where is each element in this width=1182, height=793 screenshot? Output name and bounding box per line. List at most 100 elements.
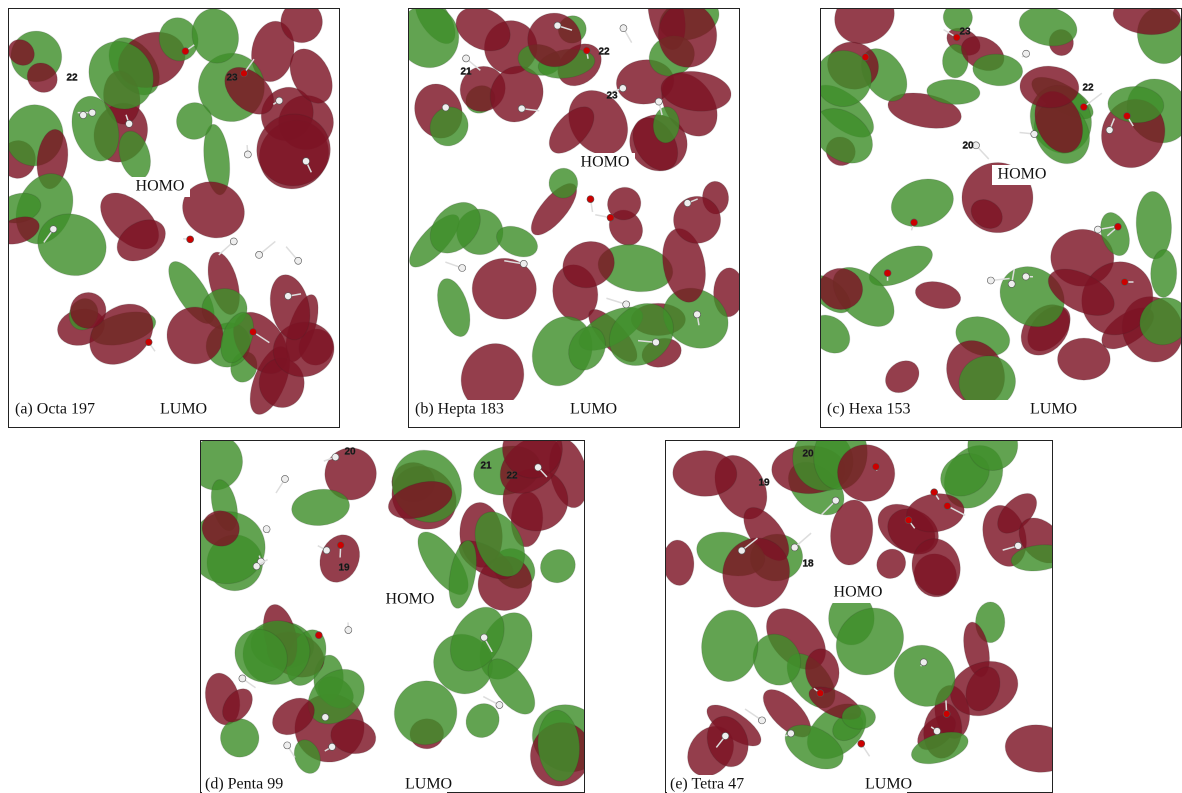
orbital-lobe [1150,249,1177,297]
panel-caption: (c) Hexa 153 [827,401,911,418]
atom [655,98,662,105]
orbital-lobe [661,539,695,586]
atom [905,517,912,524]
atom [684,200,691,207]
atom [620,25,627,32]
atom [182,48,189,55]
atom [50,226,57,233]
atom [322,714,329,721]
lumo-label: LUMO [1030,401,1077,418]
panel: 212223HOMO(b) Hepta 183LUMO [387,0,744,427]
panel-caption: (e) Tetra 47 [670,776,744,793]
atom [145,339,152,346]
atom [332,454,339,461]
panel: 20212219HOMO(d) Penta 99LUMO [182,419,614,793]
atom [1031,131,1038,138]
atom [345,627,352,634]
atom [862,54,869,61]
atom [459,264,466,271]
atom [758,717,765,724]
orbital-lobe [502,419,562,478]
atom-label: 21 [460,67,472,78]
orbital-lobe [803,307,858,361]
lumo-label: LUMO [160,401,207,418]
atom [832,497,839,504]
orbitals [802,0,1182,415]
orbital-lobe [1135,191,1174,260]
panel-caption: (d) Penta 99 [205,776,283,793]
orbital-lobe [313,529,367,588]
atom [276,97,283,104]
atom [791,544,798,551]
panel: 201918HOMO(e) Tetra 47LUMO [661,415,1074,793]
atom [250,328,257,335]
atom-label: 20 [344,447,356,458]
atom [256,251,263,258]
atom [884,270,891,277]
atom-label: 22 [66,73,78,84]
atom [619,85,626,92]
atom [607,214,614,221]
orbital-lobe [913,278,963,313]
atom [583,47,590,54]
atom [1008,280,1015,287]
atom [1023,50,1030,57]
atom [872,463,879,470]
atom-label: 18 [802,559,814,570]
atom [284,742,291,749]
atom-label: 21 [480,461,492,472]
atom-label: 23 [959,27,971,38]
atom [253,563,260,570]
atom [263,526,270,533]
atom [934,728,941,735]
atom [944,502,951,509]
orbital-lobe [471,257,537,320]
atom [244,151,251,158]
homo-label: HOMO [581,154,630,171]
atom [858,740,865,747]
atom [554,22,561,29]
atom-label: 20 [802,449,814,460]
orbital-lobe [699,608,761,684]
lumo-label: LUMO [865,776,912,793]
atom [239,675,246,682]
atom-label: 22 [1082,83,1094,94]
homo-label: HOMO [136,178,185,195]
atom [496,702,503,709]
homo-label: HOMO [998,166,1047,183]
atom [337,542,344,549]
atom [520,260,527,267]
panel: 232022HOMO(c) Hexa 153LUMO [802,0,1182,428]
atom [1015,542,1022,549]
atom [1080,104,1087,111]
atom [1022,273,1029,280]
atom [230,238,237,245]
atom [738,547,745,554]
atom [240,70,247,77]
atom [126,120,133,127]
atom [652,339,659,346]
atom [329,743,336,750]
figure: 2223HOMO(a) Octa 197LUMO212223HOMO(b) He… [0,0,1182,793]
atom [623,301,630,308]
orbital-lobe [879,354,925,399]
atom-label: 19 [338,563,350,574]
atom [442,104,449,111]
atom [1094,226,1101,233]
atom [303,158,310,165]
atom-label: 22 [598,47,610,58]
orbitals [0,0,343,420]
atom [587,196,594,203]
atom [463,55,470,62]
atom [285,293,292,300]
atom-label: 23 [606,91,618,102]
orbital-lobe [842,705,876,730]
atom [535,464,542,471]
homo-label: HOMO [834,584,883,601]
homo-label: HOMO [386,591,435,608]
atom [787,730,794,737]
atom [89,109,96,116]
atom [481,634,488,641]
atom [920,659,927,666]
